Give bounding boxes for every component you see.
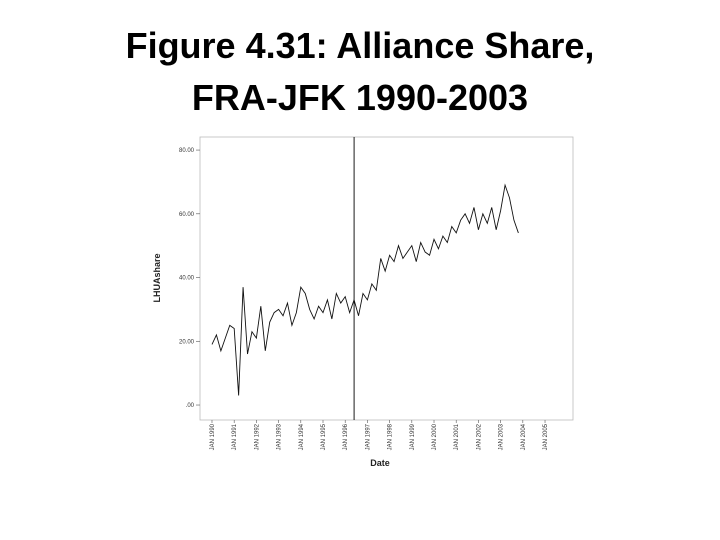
x-tick-label: JAN 2000 — [432, 423, 438, 450]
x-tick-label: JAN 1994 — [299, 423, 305, 450]
x-tick-label: JAN 2005 — [543, 423, 549, 450]
y-tick-label: 80.00 — [179, 148, 195, 154]
x-tick-label: JAN 1997 — [365, 423, 371, 450]
x-tick-label: JAN 2002 — [476, 423, 482, 450]
y-tick-label: .00 — [186, 403, 195, 409]
x-tick-label: JAN 2004 — [521, 423, 527, 450]
chart-subtitle: FRA-JFK 1990-2003 — [192, 77, 528, 118]
x-tick-label: JAN 1995 — [321, 423, 327, 450]
x-tick-label: JAN 1999 — [410, 423, 416, 450]
data-line — [211, 183, 519, 396]
y-tick-label: 20.00 — [179, 339, 195, 345]
chart-title: Figure 4.31: Alliance Share, — [126, 25, 595, 66]
plot-frame — [199, 136, 574, 421]
x-tick-label: JAN 2003 — [499, 423, 505, 450]
x-tick-label: JAN 2001 — [454, 423, 460, 450]
x-tick-label: JAN 1996 — [343, 423, 349, 450]
x-tick-label: JAN 1990 — [210, 423, 216, 450]
x-axis-label: Date — [370, 458, 390, 468]
x-tick-label: JAN 1992 — [254, 423, 260, 450]
x-tick-label: JAN 1998 — [388, 423, 394, 450]
y-axis-label: LHUAshare — [152, 253, 162, 302]
x-tick-label: JAN 1991 — [232, 423, 238, 450]
y-tick-label: 40.00 — [179, 276, 195, 282]
x-tick-label: JAN 1993 — [277, 423, 283, 450]
y-tick-label: 60.00 — [179, 212, 195, 218]
